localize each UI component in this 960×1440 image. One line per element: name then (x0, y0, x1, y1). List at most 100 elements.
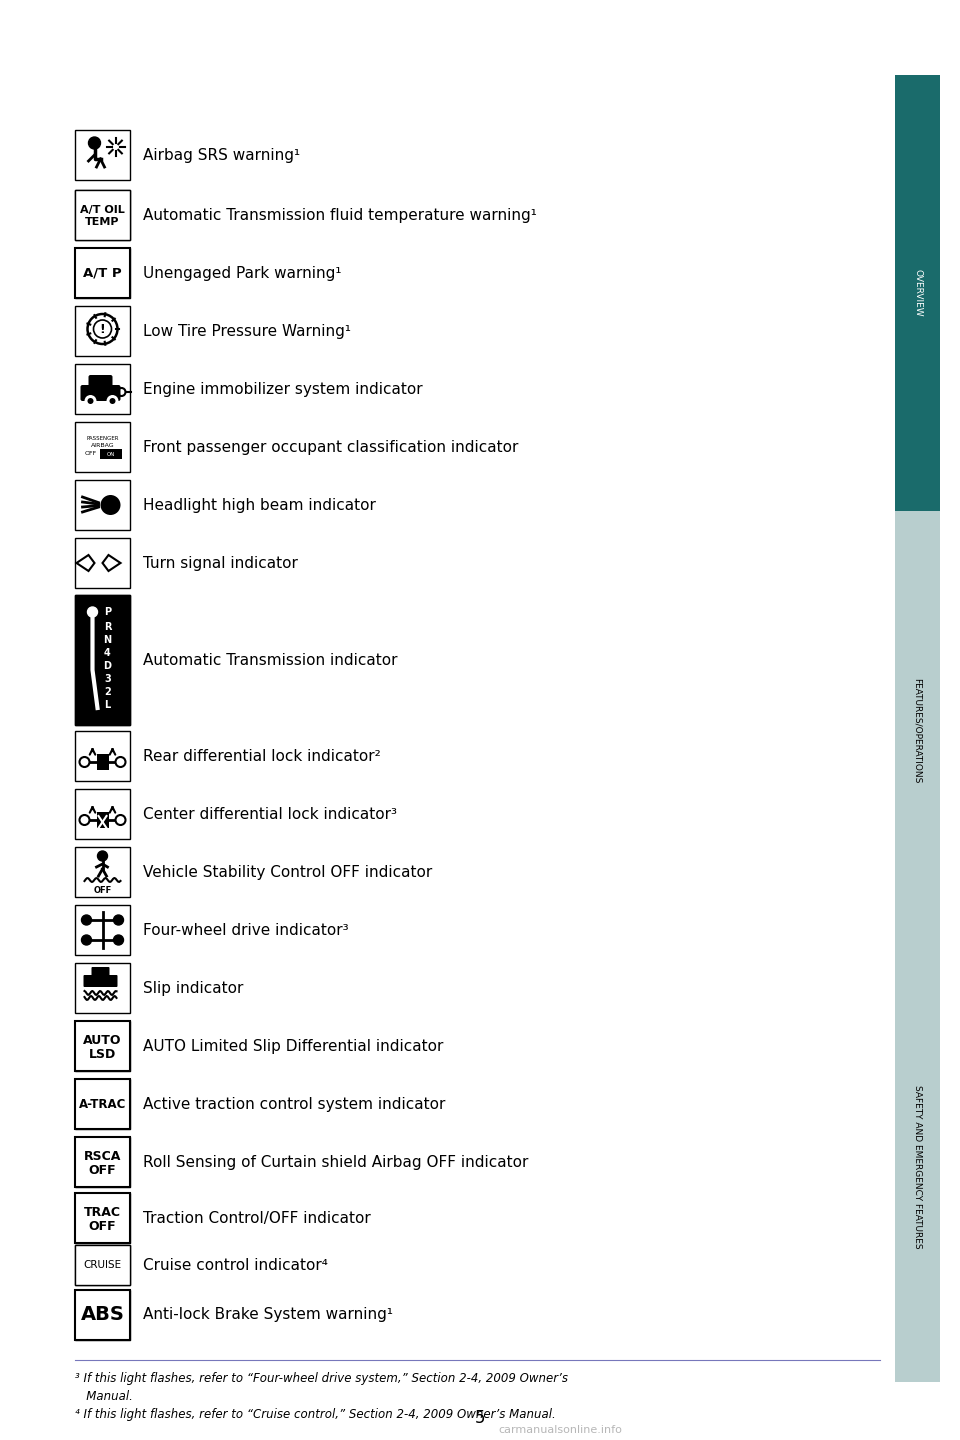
Text: AIRBAG: AIRBAG (90, 442, 114, 448)
FancyBboxPatch shape (81, 384, 121, 400)
Bar (75, 1021, 130, 1071)
Bar (75, 539, 130, 588)
Text: FEATURES/OPERATIONS: FEATURES/OPERATIONS (913, 678, 922, 783)
Bar (75, 595, 130, 724)
Text: 5: 5 (475, 1408, 485, 1427)
Bar (75, 1192, 130, 1243)
FancyBboxPatch shape (84, 975, 117, 986)
Text: A/T P: A/T P (84, 266, 122, 279)
Bar (75, 789, 130, 840)
Bar (75, 248, 130, 298)
Text: Headlight high beam indicator: Headlight high beam indicator (143, 497, 376, 513)
Text: OFF: OFF (93, 886, 111, 894)
Text: Turn signal indicator: Turn signal indicator (143, 556, 298, 570)
Bar (75, 1079, 130, 1129)
Bar (75, 1021, 130, 1071)
Text: Anti-lock Brake System warning¹: Anti-lock Brake System warning¹ (143, 1308, 393, 1322)
Bar (75, 480, 130, 530)
Bar (895, 511, 940, 950)
Text: 2: 2 (104, 687, 110, 697)
Bar (100, 449, 122, 459)
Text: ³ If this light flashes, refer to “Four-wheel drive system,” Section 2-4, 2009 O: ³ If this light flashes, refer to “Four-… (75, 1372, 568, 1385)
Text: R: R (104, 622, 111, 632)
Bar (75, 963, 130, 1012)
Bar (97, 755, 108, 770)
Text: OVERVIEW: OVERVIEW (913, 269, 922, 317)
Bar (75, 1246, 130, 1284)
Text: OFF: OFF (88, 1164, 116, 1176)
Text: PASSENGER: PASSENGER (86, 435, 119, 441)
Circle shape (82, 914, 91, 924)
Text: TRAC: TRAC (84, 1205, 121, 1218)
Bar (895, 75, 940, 511)
Bar (75, 1138, 130, 1187)
Text: Airbag SRS warning¹: Airbag SRS warning¹ (143, 147, 300, 163)
Text: Four-wheel drive indicator³: Four-wheel drive indicator³ (143, 923, 348, 937)
Text: Center differential lock indicator³: Center differential lock indicator³ (143, 806, 397, 821)
Circle shape (80, 757, 89, 768)
Bar (895, 950, 940, 1382)
Text: Traction Control/OFF indicator: Traction Control/OFF indicator (143, 1211, 371, 1225)
Text: Vehicle Stability Control OFF indicator: Vehicle Stability Control OFF indicator (143, 864, 432, 880)
Circle shape (115, 815, 126, 825)
Text: Roll Sensing of Curtain shield Airbag OFF indicator: Roll Sensing of Curtain shield Airbag OF… (143, 1155, 528, 1169)
FancyBboxPatch shape (88, 374, 112, 392)
Text: 4: 4 (104, 648, 110, 658)
Text: Manual.: Manual. (75, 1390, 132, 1403)
Text: Slip indicator: Slip indicator (143, 981, 244, 995)
Circle shape (80, 815, 89, 825)
Text: carmanualsonline.info: carmanualsonline.info (498, 1426, 622, 1436)
Text: 3: 3 (104, 674, 110, 684)
Text: AUTO: AUTO (84, 1034, 122, 1047)
Text: Rear differential lock indicator²: Rear differential lock indicator² (143, 749, 381, 763)
Text: ABS: ABS (81, 1306, 125, 1325)
Text: !: ! (100, 323, 106, 336)
Text: Low Tire Pressure Warning¹: Low Tire Pressure Warning¹ (143, 324, 351, 338)
Text: P: P (104, 608, 111, 616)
Text: OFF: OFF (84, 451, 97, 455)
Bar (75, 1290, 130, 1341)
Bar (75, 1138, 130, 1187)
Circle shape (101, 495, 121, 516)
Text: CRUISE: CRUISE (84, 1260, 122, 1270)
Text: Automatic Transmission fluid temperature warning¹: Automatic Transmission fluid temperature… (143, 207, 537, 223)
Circle shape (87, 608, 98, 616)
Circle shape (87, 397, 93, 405)
Bar (75, 190, 130, 240)
Bar (75, 307, 130, 356)
Bar (75, 732, 130, 780)
Bar (75, 190, 130, 240)
Text: L: L (105, 700, 110, 710)
Text: LSD: LSD (89, 1047, 116, 1060)
Circle shape (113, 914, 124, 924)
Circle shape (109, 397, 115, 405)
Bar (75, 248, 130, 298)
Text: AUTO Limited Slip Differential indicator: AUTO Limited Slip Differential indicator (143, 1038, 444, 1054)
Text: Active traction control system indicator: Active traction control system indicator (143, 1096, 445, 1112)
Text: A-TRAC: A-TRAC (79, 1097, 126, 1110)
Text: ON: ON (107, 452, 114, 456)
Text: Automatic Transmission indicator: Automatic Transmission indicator (143, 652, 397, 668)
Bar (75, 1290, 130, 1341)
Bar (75, 364, 130, 415)
Text: SAFETY AND EMERGENCY FEATURES: SAFETY AND EMERGENCY FEATURES (913, 1084, 922, 1248)
Circle shape (88, 137, 101, 148)
Text: Front passenger occupant classification indicator: Front passenger occupant classification … (143, 439, 518, 455)
Text: RSCA: RSCA (84, 1149, 121, 1162)
Circle shape (82, 935, 91, 945)
Circle shape (113, 935, 124, 945)
Text: TEMP: TEMP (85, 217, 120, 228)
Circle shape (84, 395, 97, 408)
Bar (75, 595, 130, 724)
Circle shape (107, 395, 118, 408)
Text: ⁴ If this light flashes, refer to “Cruise control,” Section 2-4, 2009 Owner’s Ma: ⁴ If this light flashes, refer to “Cruis… (75, 1408, 556, 1421)
Bar (75, 422, 130, 472)
Circle shape (115, 757, 126, 768)
Text: Cruise control indicator⁴: Cruise control indicator⁴ (143, 1257, 328, 1273)
Text: OFF: OFF (88, 1220, 116, 1233)
Bar (75, 904, 130, 955)
FancyBboxPatch shape (91, 968, 109, 979)
Text: A/T OIL: A/T OIL (80, 204, 125, 215)
Bar (75, 847, 130, 897)
Bar (75, 1192, 130, 1243)
